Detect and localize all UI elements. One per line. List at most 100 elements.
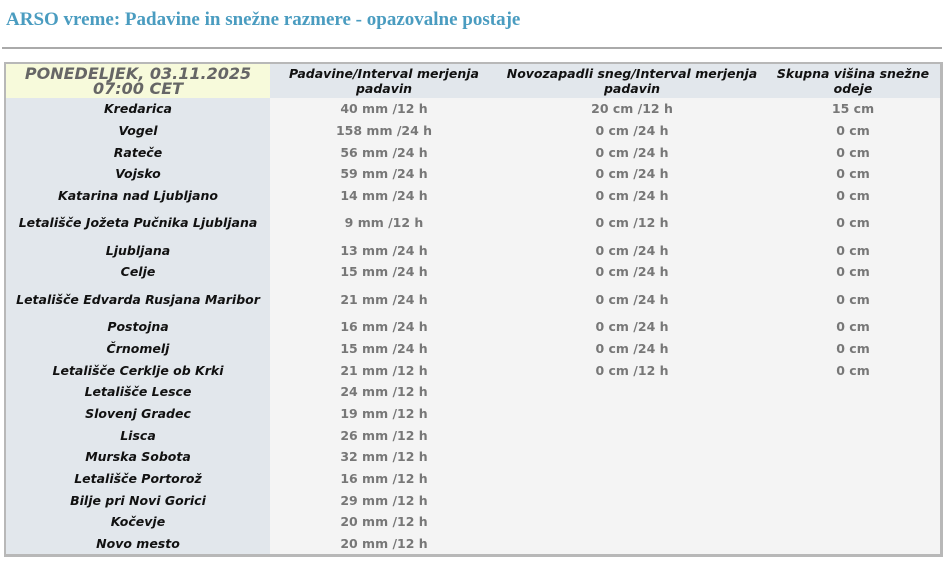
table-row: Letališče Portorož 16 mm /12 h — [6, 467, 940, 490]
newsnow-cell: 0 cm /24 h — [595, 319, 669, 335]
station-cell: Letališče Portorož — [6, 467, 270, 490]
table-row: Celje 15 mm /24 h 0 cm /24 h 0 cm — [6, 261, 940, 283]
table-row: Vogel 158 mm /24 h 0 cm /24 h 0 cm — [6, 119, 940, 142]
station-cell: Letališče Lesce — [6, 380, 270, 403]
newsnow-cell: 0 cm /12 h — [595, 215, 669, 231]
station-cell: Bilje pri Novi Gorici — [6, 489, 270, 511]
precip-header: Padavine/Interval merjenja padavin — [270, 64, 498, 98]
newsnow-header: Novozapadli sneg/Interval merjenja padav… — [498, 64, 766, 98]
station-cell: Kredarica — [6, 98, 270, 120]
snowdepth-cell — [766, 533, 940, 555]
station-cell: Ljubljana — [6, 239, 270, 262]
precip-cell: 21 mm /24 h — [340, 291, 428, 307]
newsnow-cell: 0 cm /12 h — [595, 362, 669, 378]
precip-cell: 32 mm /12 h — [340, 449, 428, 465]
table-row: Letališče Lesce 24 mm /12 h — [6, 380, 940, 403]
station-cell: Letališče Edvarda Rusjana Maribor — [6, 282, 270, 316]
snowdepth-cell — [766, 424, 940, 446]
newsnow-cell — [498, 511, 766, 533]
newsnow-cell: 0 cm /24 h — [595, 123, 669, 139]
station-cell: Rateče — [6, 141, 270, 164]
table-row: Črnomelj 15 mm /24 h 0 cm /24 h 0 cm — [6, 337, 940, 360]
precip-cell: 26 mm /12 h — [340, 427, 428, 443]
station-cell: Kočevje — [6, 511, 270, 533]
snowdepth-cell: 0 cm — [836, 166, 870, 182]
precip-cell: 19 mm /12 h — [340, 405, 428, 421]
newsnow-cell — [498, 381, 766, 403]
precip-cell: 16 mm /24 h — [340, 319, 428, 335]
snowdepth-cell — [766, 468, 940, 490]
newsnow-cell: 20 cm /12 h — [591, 101, 673, 117]
table-row: Letališče Edvarda Rusjana Maribor 21 mm /… — [6, 282, 940, 316]
table-row: Postojna 16 mm /24 h 0 cm /24 h 0 cm — [6, 315, 940, 338]
snowdepth-cell — [766, 446, 940, 468]
station-cell: Murska Sobota — [6, 445, 270, 468]
station-cell: Vojsko — [6, 163, 270, 185]
newsnow-cell — [498, 424, 766, 446]
newsnow-cell: 0 cm /24 h — [595, 188, 669, 204]
table-row: Murska Sobota 32 mm /12 h — [6, 445, 940, 468]
snowdepth-cell — [766, 381, 940, 403]
precip-cell: 158 mm /24 h — [335, 123, 433, 139]
station-cell: Celje — [6, 261, 270, 283]
snowdepth-cell: 0 cm — [836, 123, 870, 139]
snowdepth-cell — [766, 511, 940, 533]
snowdepth-header: Skupna višina snežne odeje — [766, 64, 940, 98]
precip-cell: 24 mm /12 h — [340, 384, 428, 400]
table-row: Bilje pri Novi Gorici 29 mm /12 h — [6, 489, 940, 511]
snowdepth-cell: 0 cm — [836, 144, 870, 160]
newsnow-cell — [498, 533, 766, 555]
newsnow-cell: 0 cm /24 h — [595, 166, 669, 182]
table-row: Katarina nad Ljubljano 14 mm /24 h 0 cm /2… — [6, 184, 940, 207]
precip-cell: 9 mm /12 h — [344, 215, 424, 231]
snowdepth-cell: 0 cm — [836, 319, 870, 335]
station-cell: Novo mesto — [6, 532, 270, 555]
snowdepth-cell: 0 cm — [836, 264, 870, 280]
page-title: ARSO vreme: Padavine in snežne razmere -… — [6, 9, 521, 30]
station-cell: Slovenj Gradec — [6, 402, 270, 425]
precip-cell: 59 mm /24 h — [340, 166, 428, 182]
precip-cell: 40 mm /12 h — [340, 101, 428, 117]
precip-cell: 16 mm /12 h — [340, 470, 428, 486]
newsnow-cell: 0 cm /24 h — [595, 264, 669, 280]
precip-cell: 13 mm /24 h — [340, 242, 428, 258]
snowdepth-cell: 0 cm — [836, 362, 870, 378]
station-cell: Letališče Jožeta Pučnika Ljubljana — [6, 206, 270, 240]
precip-cell: 21 mm /12 h — [340, 362, 428, 378]
newsnow-cell — [498, 446, 766, 468]
table-header-row: PONEDELJEK, 03.11.2025 07:00 CET Padavine… — [6, 64, 940, 98]
snowdepth-cell: 0 cm — [836, 291, 870, 307]
newsnow-cell — [498, 489, 766, 511]
snowdepth-cell — [766, 489, 940, 511]
precip-cell: 15 mm /24 h — [340, 340, 428, 356]
table-row: Letališče Cerklje ob Krki 21 mm /12 h 0 cm… — [6, 359, 940, 381]
snowdepth-cell: 0 cm — [836, 188, 870, 204]
newsnow-cell: 0 cm /24 h — [595, 291, 669, 307]
table-row: Vojsko 59 mm /24 h 0 cm /24 h 0 cm — [6, 163, 940, 185]
precip-cell: 20 mm /12 h — [340, 536, 428, 552]
table-row: Kredarica 40 mm /12 h 20 cm /12 h 15 cm — [6, 98, 940, 120]
time-text: 07:00 CET — [92, 79, 184, 98]
station-cell: Katarina nad Ljubljano — [6, 184, 270, 207]
station-cell: Črnomelj — [6, 337, 270, 360]
observations-table-container: PONEDELJEK, 03.11.2025 07:00 CET Padavine… — [4, 62, 943, 558]
newsnow-cell: 0 cm /24 h — [595, 144, 669, 160]
date-header: PONEDELJEK, 03.11.2025 07:00 CET — [6, 64, 270, 98]
newsnow-cell — [498, 468, 766, 490]
newsnow-cell — [498, 403, 766, 425]
station-cell: Letališče Cerklje ob Krki — [6, 359, 270, 381]
table-row: Lisca 26 mm /12 h — [6, 424, 940, 446]
table-row: Novo mesto 20 mm /12 h — [6, 532, 940, 555]
newsnow-cell: 0 cm /24 h — [595, 242, 669, 258]
station-cell: Lisca — [6, 424, 270, 446]
table-row: Slovenj Gradec 19 mm /12 h — [6, 402, 940, 425]
precip-cell: 20 mm /12 h — [340, 514, 428, 530]
snowdepth-cell: 0 cm — [836, 340, 870, 356]
table-row: Letališče Jožeta Pučnika Ljubljana 9 mm /… — [6, 206, 940, 240]
precip-cell: 15 mm /24 h — [340, 264, 428, 280]
table-row: Kočevje 20 mm /12 h — [6, 511, 940, 533]
table-row: Rateče 56 mm /24 h 0 cm /24 h 0 cm — [6, 141, 940, 164]
station-cell: Postojna — [6, 315, 270, 338]
table-row: Ljubljana 13 mm /24 h 0 cm /24 h 0 cm — [6, 239, 940, 262]
divider — [2, 47, 942, 49]
